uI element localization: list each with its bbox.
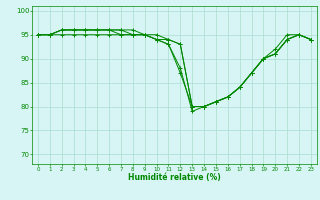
X-axis label: Humidité relative (%): Humidité relative (%)	[128, 173, 221, 182]
